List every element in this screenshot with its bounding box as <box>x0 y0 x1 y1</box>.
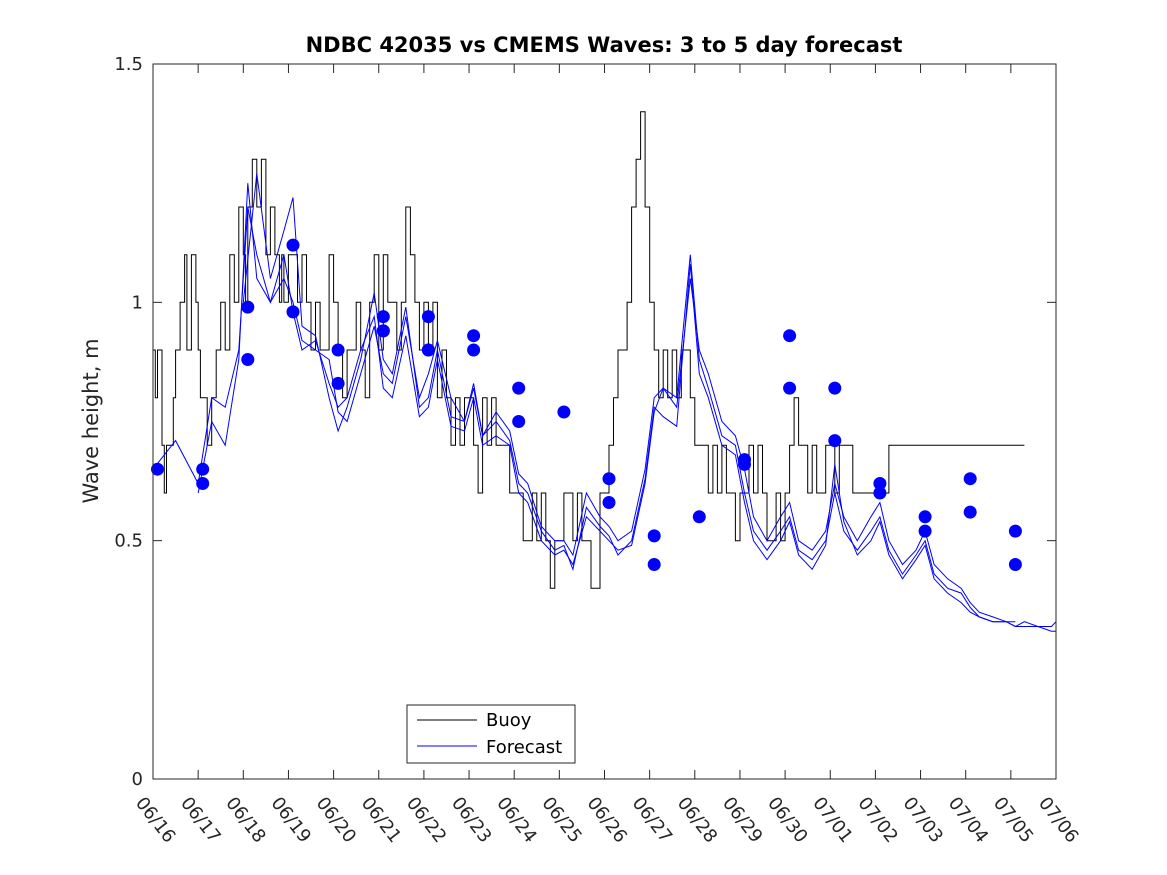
forecast-marker <box>1008 558 1022 571</box>
x-tick-label: 06/22 <box>402 793 450 847</box>
x-tick-label: 07/05 <box>989 793 1037 847</box>
y-tick-label: 1.5 <box>114 54 143 75</box>
x-tick-label: 07/02 <box>853 793 901 847</box>
x-tick-label: 06/27 <box>628 793 676 847</box>
forecast-marker <box>828 434 842 448</box>
forecast-marker <box>873 486 887 500</box>
forecast-marker <box>331 343 345 357</box>
forecast-marker <box>151 462 164 476</box>
axes: 00.511.506/1606/1706/1806/1906/2006/2106… <box>114 54 1082 847</box>
forecast-marker <box>783 329 797 343</box>
x-tick-label: 06/20 <box>312 793 360 847</box>
x-tick-label: 07/03 <box>899 793 947 847</box>
forecast-marker <box>918 524 932 538</box>
x-tick-label: 06/28 <box>673 793 721 847</box>
forecast-marker <box>421 343 435 357</box>
forecast-marker <box>512 415 526 428</box>
x-tick-label: 07/01 <box>808 793 856 847</box>
forecast-marker <box>963 472 977 486</box>
axes-box <box>152 63 1057 780</box>
y-axis-label: Wave height, m <box>79 338 103 503</box>
forecast-marker <box>647 558 661 571</box>
x-tick-label: 06/16 <box>131 793 179 847</box>
chart-title: NDBC 42035 vs CMEMS Waves: 3 to 5 day fo… <box>306 33 903 57</box>
forecast-marker <box>376 324 390 338</box>
legend: Buoy Forecast <box>406 704 576 764</box>
y-tick-label: 0.5 <box>114 531 143 552</box>
forecast-series-line-3 <box>242 173 1016 623</box>
forecast-marker <box>557 405 571 419</box>
x-tick-label: 06/29 <box>718 793 766 847</box>
forecast-marker <box>196 477 210 490</box>
forecast-marker <box>376 310 390 324</box>
x-tick-label: 06/18 <box>221 793 269 847</box>
forecast-marker <box>602 472 616 486</box>
x-tick-label: 06/23 <box>447 793 495 847</box>
x-tick-label: 06/21 <box>357 793 405 847</box>
forecast-marker <box>512 381 526 395</box>
x-tick-label: 06/17 <box>176 793 224 847</box>
forecast-marker <box>196 462 210 476</box>
forecast-marker <box>467 343 481 357</box>
forecast-marker <box>1008 524 1022 538</box>
x-tick-label: 06/24 <box>492 793 540 847</box>
forecast-marker <box>602 496 616 509</box>
y-tick-label: 0 <box>132 769 143 790</box>
legend-entry-buoy: Buoy <box>486 710 532 731</box>
forecast-marker <box>286 238 300 252</box>
forecast-marker <box>828 381 842 395</box>
forecast-marker <box>963 505 977 519</box>
x-tick-label: 06/26 <box>583 793 631 847</box>
forecast-series-line-1 <box>152 206 1056 632</box>
forecast-marker <box>918 510 932 524</box>
buoy-series-line <box>153 111 1025 589</box>
x-tick-label: 07/04 <box>944 793 992 847</box>
forecast-marker <box>331 376 345 390</box>
forecast-marker <box>783 381 797 395</box>
legend-entry-forecast: Forecast <box>486 737 562 758</box>
forecast-marker <box>241 353 255 366</box>
forecast-marker <box>286 305 300 319</box>
plot-area <box>151 111 1057 632</box>
forecast-marker <box>738 457 751 471</box>
x-tick-label: 06/30 <box>763 793 811 847</box>
y-tick-label: 1 <box>132 292 143 313</box>
forecast-marker <box>873 477 887 490</box>
forecast-marker <box>692 510 706 524</box>
x-tick-label: 06/19 <box>267 793 315 847</box>
forecast-marker <box>421 310 435 324</box>
forecast-marker <box>241 300 255 314</box>
x-tick-label: 06/25 <box>537 793 585 847</box>
legend-box <box>406 704 576 764</box>
forecast-marker <box>467 329 481 343</box>
forecast-series-line-2 <box>197 183 1057 628</box>
forecast-marker <box>647 529 661 543</box>
x-tick-label: 07/06 <box>1034 793 1082 847</box>
